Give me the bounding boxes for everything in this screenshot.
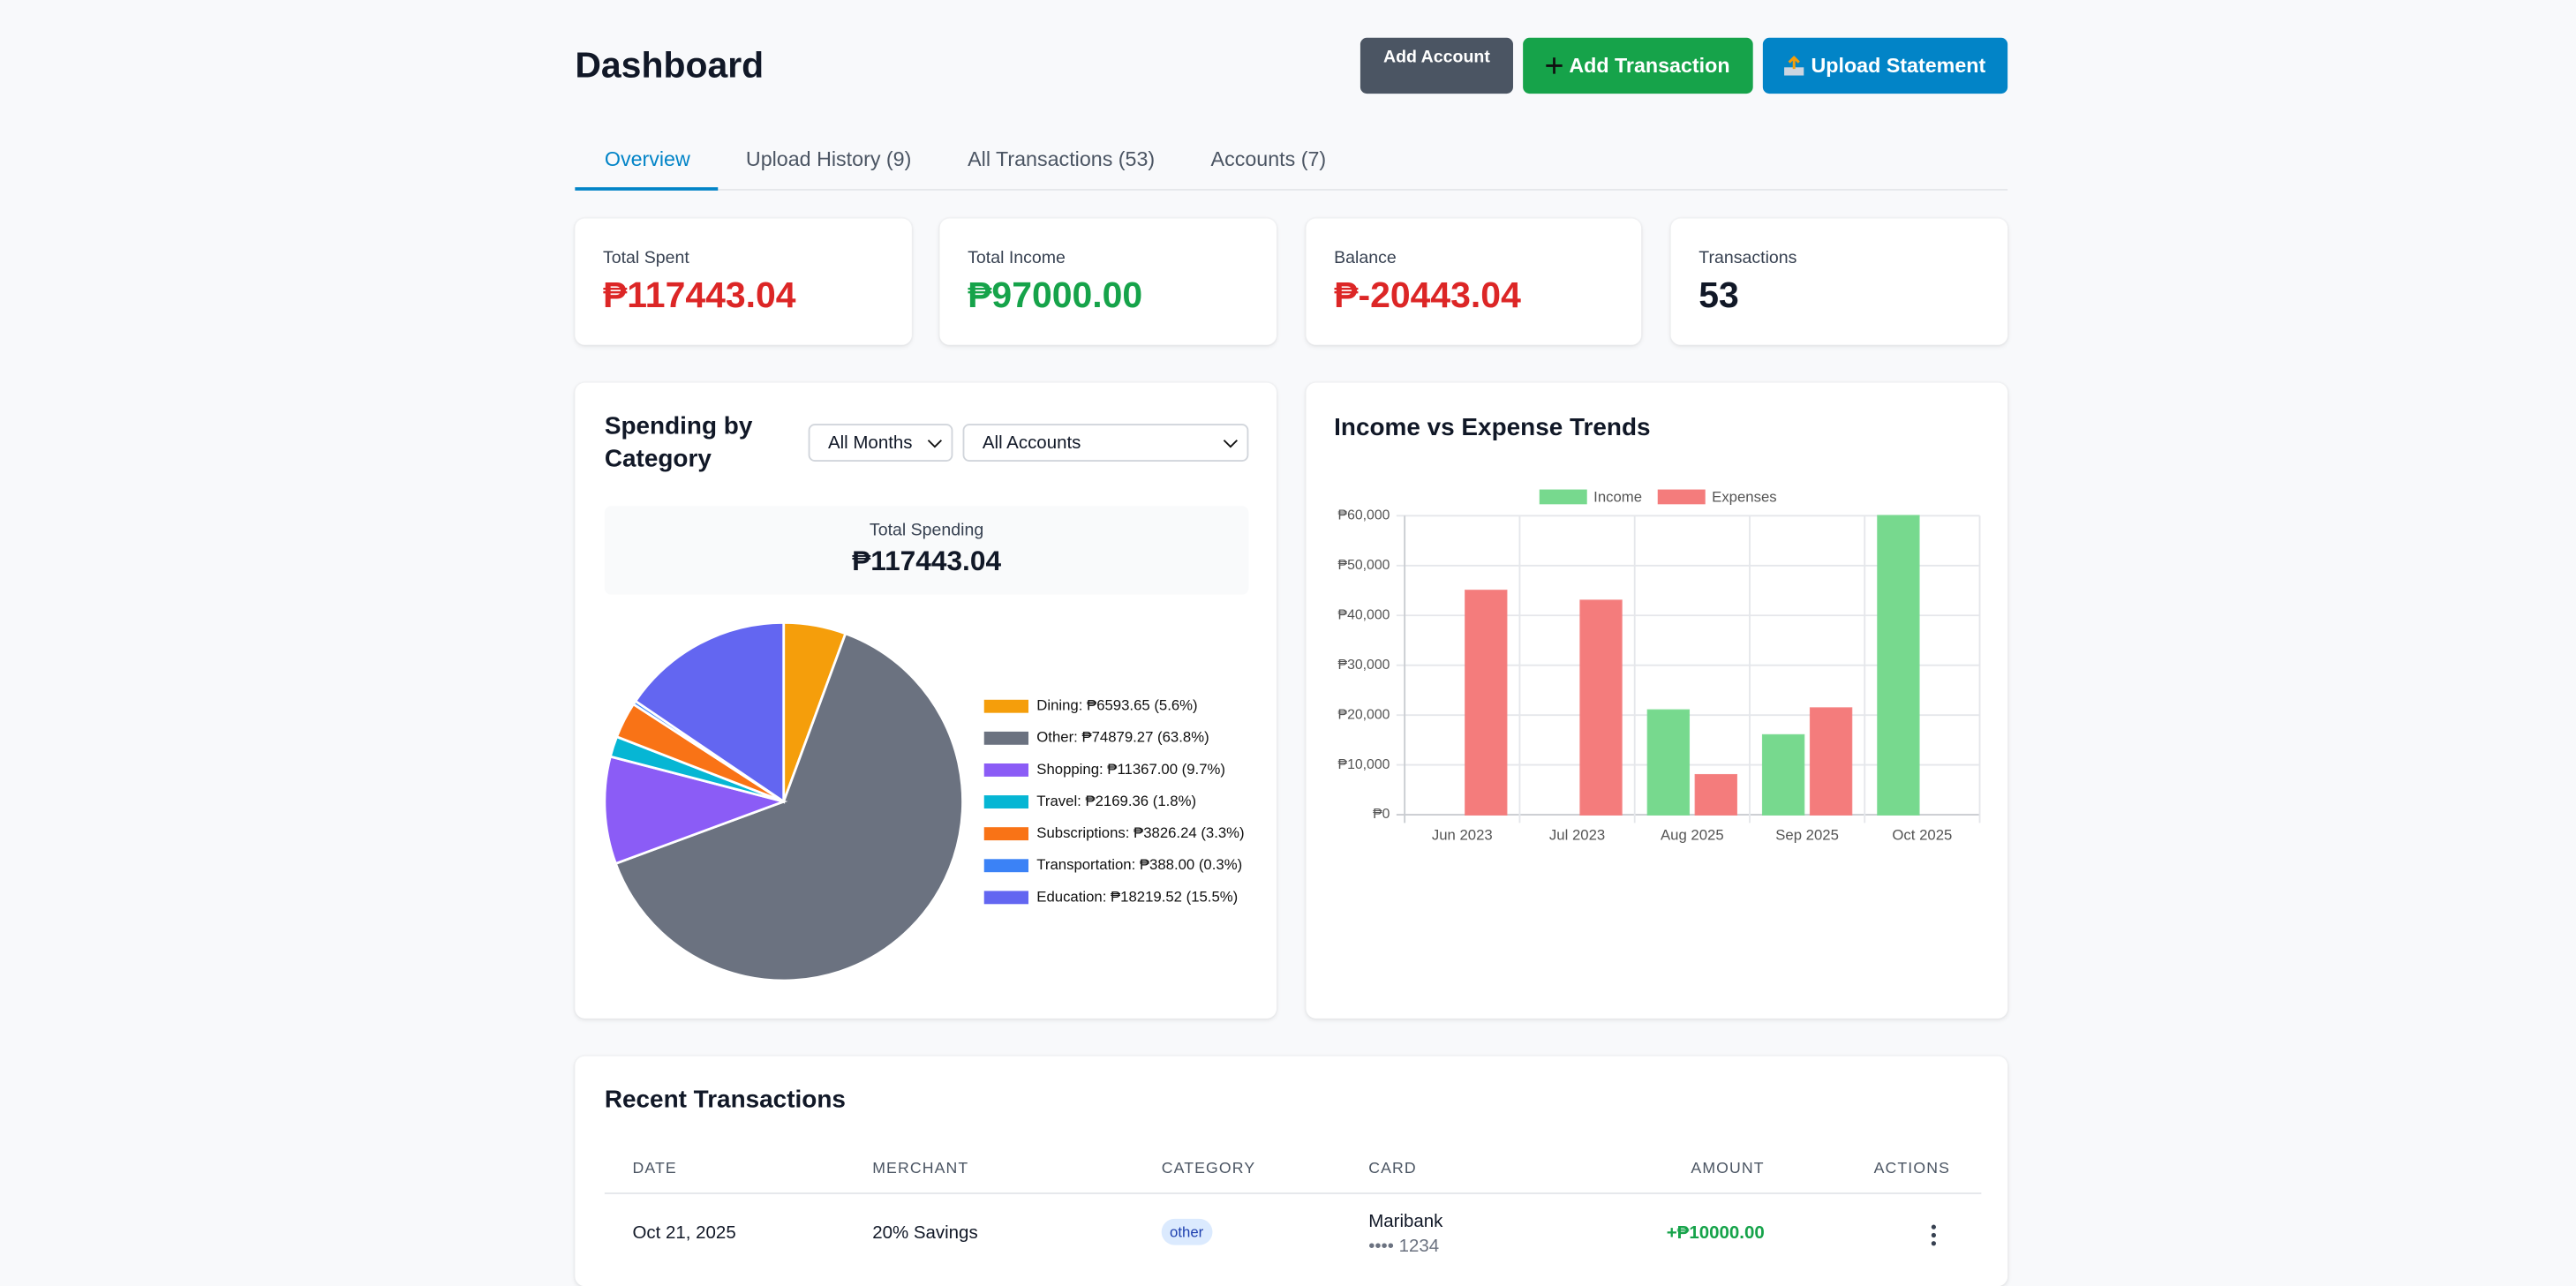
- cell-date: Oct 21, 2025: [632, 1223, 736, 1244]
- bar: [1579, 599, 1623, 816]
- column-header: ACTIONS: [1873, 1159, 1951, 1178]
- category-badge: other: [1161, 1218, 1212, 1245]
- chevron: [1223, 440, 1238, 448]
- cell-card-number: •••• 1234: [1368, 1237, 1440, 1257]
- legend-swatch: [983, 859, 1028, 873]
- column-header: CARD: [1368, 1159, 1417, 1178]
- stat-value: ₱97000.00: [968, 274, 1143, 316]
- legend-label: Expenses: [1712, 488, 1776, 505]
- legend-swatch: [983, 763, 1028, 777]
- cell-card: Maribank: [1368, 1212, 1443, 1232]
- active-tab-indicator: [575, 187, 719, 191]
- total-value: ₱117443.04: [852, 545, 1002, 577]
- legend-label: Subscriptions: ₱3826.24 (3.3%): [1036, 824, 1244, 841]
- x-tick-label: Sep 2025: [1775, 827, 1839, 844]
- page: Dashboard Add Account Add Transaction Up…: [575, 37, 2008, 1257]
- bar: [1694, 773, 1738, 816]
- add-transaction-button[interactable]: Add Transaction: [1523, 37, 1753, 94]
- card-title: Spending by Category: [604, 412, 753, 473]
- x-tick-label: Jun 2023: [1432, 827, 1493, 844]
- tab[interactable]: Accounts (7): [1210, 147, 1327, 171]
- bar: [1465, 590, 1508, 816]
- x-tick-label: Aug 2025: [1661, 827, 1724, 844]
- bar: [1761, 733, 1805, 816]
- y-tick-label: ₱50,000: [1338, 558, 1390, 573]
- legend-label: Income: [1593, 488, 1642, 505]
- column-header: DATE: [632, 1159, 677, 1178]
- stat-value: ₱-20443.04: [1334, 274, 1521, 316]
- tab[interactable]: Upload History (9): [745, 147, 912, 171]
- pie-slice: [614, 632, 964, 982]
- legend-label: Other: ₱74879.27 (63.8%): [1036, 729, 1209, 746]
- stat-card: Total Spent ₱117443.04: [575, 218, 912, 345]
- tab[interactable]: All Transactions (53): [968, 147, 1156, 171]
- month-filter[interactable]: All Months: [808, 424, 953, 462]
- legend-swatch: [983, 891, 1028, 905]
- stat-card: Transactions 53: [1670, 218, 2008, 345]
- total-box: Total Spending ₱117443.04: [604, 506, 1249, 595]
- button-label: Upload Statement: [1811, 54, 1986, 78]
- pie-slice: [633, 620, 786, 804]
- cell-merchant: 20% Savings: [872, 1223, 978, 1244]
- stat-value: ₱117443.04: [602, 274, 796, 316]
- legend-swatch: [1657, 489, 1706, 505]
- stat-label: Total Income: [968, 248, 1066, 268]
- select-value: All Accounts: [982, 432, 1081, 453]
- cell-amount: +₱10000.00: [1666, 1223, 1765, 1244]
- add-account-button[interactable]: Add Account: [1360, 37, 1513, 94]
- y-tick-label: ₱20,000: [1338, 707, 1390, 722]
- upload-statement-button[interactable]: Upload Statement: [1762, 37, 2008, 94]
- stat-label: Total Spent: [602, 248, 689, 268]
- bar: [1809, 707, 1853, 816]
- bar: [1646, 709, 1691, 816]
- stat-value: 53: [1699, 274, 1739, 316]
- stat-label: Balance: [1334, 248, 1397, 268]
- legend-swatch: [1539, 489, 1587, 505]
- tab-divider: [575, 189, 2008, 191]
- page-title: Dashboard: [575, 44, 765, 86]
- x-tick-label: Oct 2025: [1892, 827, 1952, 844]
- transactions-card: [575, 1056, 2008, 1286]
- legend-swatch: [983, 731, 1028, 745]
- x-tick-label: Jul 2023: [1549, 827, 1605, 844]
- chevron: [927, 440, 943, 448]
- app: Dashboard Add Account Add Transaction Up…: [575, 37, 2008, 1257]
- pie-chart: Dining: ₱6593.65 (5.6%) Other: ₱74879.27 …: [603, 620, 1245, 982]
- y-tick-label: ₱40,000: [1338, 607, 1390, 622]
- legend-label: Travel: ₱2169.36 (1.8%): [1036, 793, 1196, 809]
- legend-label: Transportation: ₱388.00 (0.3%): [1036, 856, 1242, 873]
- button-label: Add Transaction: [1569, 54, 1730, 78]
- upload-icon: [1784, 56, 1805, 76]
- bar-chart: ₱0 ₱10,000 ₱20,000 ₱30,000 ₱40,000 ₱50,000 ₱60…: [1338, 488, 1981, 844]
- account-filter[interactable]: All Accounts: [962, 424, 1249, 462]
- column-header: MERCHANT: [872, 1159, 969, 1178]
- bar: [1877, 515, 1920, 816]
- card-title: Recent Transactions: [604, 1086, 846, 1114]
- pie-slice: [603, 755, 788, 866]
- tab[interactable]: Overview: [604, 147, 690, 171]
- card-title: Income vs Expense Trends: [1334, 413, 1651, 442]
- select-value: All Months: [827, 432, 913, 453]
- column-header: AMOUNT: [1691, 1159, 1765, 1178]
- stat-card: Total Income ₱97000.00: [939, 218, 1277, 345]
- legend-label: Education: ₱18219.52 (15.5%): [1036, 888, 1238, 905]
- stat-card: Balance ₱-20443.04: [1306, 218, 1642, 345]
- actions-menu[interactable]: [1929, 1223, 1939, 1246]
- legend-swatch: [983, 795, 1028, 808]
- y-tick-label: ₱60,000: [1338, 508, 1390, 523]
- column-header: CATEGORY: [1161, 1159, 1256, 1178]
- y-tick-label: ₱30,000: [1338, 658, 1390, 673]
- stat-label: Transactions: [1699, 248, 1797, 268]
- total-label: Total Spending: [869, 520, 984, 541]
- legend-label: Shopping: ₱11367.00 (9.7%): [1036, 761, 1225, 778]
- plus-icon: [1546, 57, 1563, 74]
- legend-swatch: [983, 699, 1028, 713]
- legend-label: Dining: ₱6593.65 (5.6%): [1036, 697, 1197, 714]
- button-label: Add Account: [1382, 47, 1490, 68]
- y-tick-label: ₱0: [1373, 807, 1390, 822]
- table-divider: [604, 1192, 1982, 1194]
- y-tick-label: ₱10,000: [1338, 757, 1390, 772]
- legend-swatch: [983, 827, 1028, 841]
